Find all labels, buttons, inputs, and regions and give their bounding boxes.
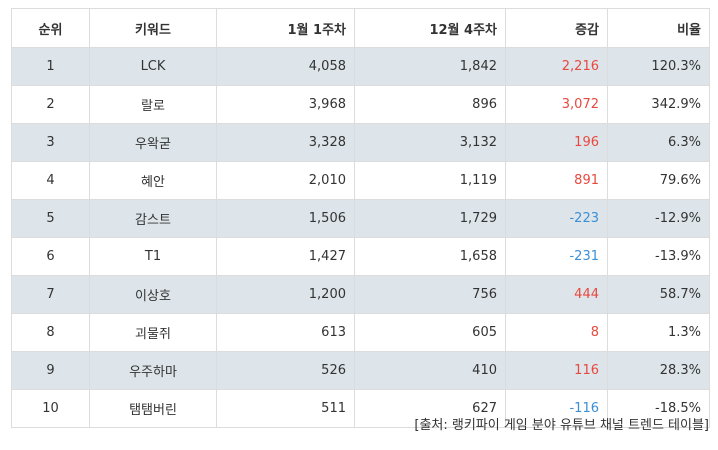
week-b-cell: 3,132 [354, 123, 506, 162]
ranking-table-container: 순위 키워드 1월 1주차 12월 4주차 증감 비율 1 LCK 4,058 … [11, 8, 710, 428]
keyword-cell: LCK [89, 47, 217, 86]
table-row: 2 랄로 3,968 896 3,072 342.9% [11, 85, 710, 124]
week-b-cell: 756 [354, 275, 506, 314]
table-row: 4 혜안 2,010 1,119 891 79.6% [11, 161, 710, 200]
change-cell: 2,216 [505, 47, 608, 86]
rank-cell: 2 [11, 85, 90, 124]
ratio-cell: -12.9% [607, 199, 710, 238]
table-row: 3 우왁굳 3,328 3,132 196 6.3% [11, 123, 710, 162]
week-b-cell: 1,119 [354, 161, 506, 200]
keyword-cell: 이상호 [89, 275, 217, 314]
change-cell: -223 [505, 199, 608, 238]
table-row: 5 감스트 1,506 1,729 -223 -12.9% [11, 199, 710, 238]
week-a-cell: 3,968 [216, 85, 355, 124]
change-cell: 444 [505, 275, 608, 314]
rank-cell: 7 [11, 275, 90, 314]
keyword-ranking-table: 순위 키워드 1월 1주차 12월 4주차 증감 비율 1 LCK 4,058 … [11, 8, 710, 428]
ratio-cell: 79.6% [607, 161, 710, 200]
week-a-cell: 1,427 [216, 237, 355, 276]
rank-cell: 1 [11, 47, 90, 86]
header-keyword: 키워드 [89, 8, 217, 48]
week-b-cell: 605 [354, 313, 506, 352]
week-a-cell: 511 [216, 389, 355, 428]
week-a-cell: 1,200 [216, 275, 355, 314]
week-a-cell: 3,328 [216, 123, 355, 162]
table-row: 7 이상호 1,200 756 444 58.7% [11, 275, 710, 314]
table-row: 9 우주하마 526 410 116 28.3% [11, 351, 710, 390]
table-header-row: 순위 키워드 1월 1주차 12월 4주차 증감 비율 [11, 8, 710, 48]
change-cell: 116 [505, 351, 608, 390]
rank-cell: 5 [11, 199, 90, 238]
keyword-cell: 탬탬버린 [89, 389, 217, 428]
rank-cell: 10 [11, 389, 90, 428]
week-b-cell: 410 [354, 351, 506, 390]
ratio-cell: 342.9% [607, 85, 710, 124]
rank-cell: 4 [11, 161, 90, 200]
rank-cell: 3 [11, 123, 90, 162]
week-a-cell: 613 [216, 313, 355, 352]
change-cell: 8 [505, 313, 608, 352]
week-b-cell: 627 [354, 389, 506, 428]
header-week-a: 1월 1주차 [216, 8, 355, 48]
week-a-cell: 1,506 [216, 199, 355, 238]
change-cell: 891 [505, 161, 608, 200]
week-b-cell: 1,729 [354, 199, 506, 238]
change-cell: -231 [505, 237, 608, 276]
rank-cell: 8 [11, 313, 90, 352]
week-a-cell: 526 [216, 351, 355, 390]
week-b-cell: 1,658 [354, 237, 506, 276]
header-week-b: 12월 4주차 [354, 8, 506, 48]
keyword-cell: 혜안 [89, 161, 217, 200]
ratio-cell: 120.3% [607, 47, 710, 86]
change-cell: 3,072 [505, 85, 608, 124]
week-a-cell: 2,010 [216, 161, 355, 200]
keyword-cell: T1 [89, 237, 217, 276]
keyword-cell: 우주하마 [89, 351, 217, 390]
table-row: 6 T1 1,427 1,658 -231 -13.9% [11, 237, 710, 276]
header-change: 증감 [505, 8, 608, 48]
rank-cell: 6 [11, 237, 90, 276]
ratio-cell: -18.5% [607, 389, 710, 428]
ratio-cell: -13.9% [607, 237, 710, 276]
ratio-cell: 58.7% [607, 275, 710, 314]
table-row: 1 LCK 4,058 1,842 2,216 120.3% [11, 47, 710, 86]
source-note: [출처: 랭키파이 게임 분야 유튜브 채널 트렌드 테이블] [414, 418, 709, 433]
table-row: 10 탬탬버린 511 627 -116 -18.5% [11, 389, 710, 428]
header-rank: 순위 [11, 8, 90, 48]
keyword-cell: 감스트 [89, 199, 217, 238]
ratio-cell: 28.3% [607, 351, 710, 390]
keyword-cell: 랄로 [89, 85, 217, 124]
change-cell: 196 [505, 123, 608, 162]
week-b-cell: 896 [354, 85, 506, 124]
week-a-cell: 4,058 [216, 47, 355, 86]
header-ratio: 비율 [607, 8, 710, 48]
keyword-cell: 우왁굳 [89, 123, 217, 162]
table-row: 8 괴물쥐 613 605 8 1.3% [11, 313, 710, 352]
rank-cell: 9 [11, 351, 90, 390]
week-b-cell: 1,842 [354, 47, 506, 86]
ratio-cell: 1.3% [607, 313, 710, 352]
ratio-cell: 6.3% [607, 123, 710, 162]
keyword-cell: 괴물쥐 [89, 313, 217, 352]
